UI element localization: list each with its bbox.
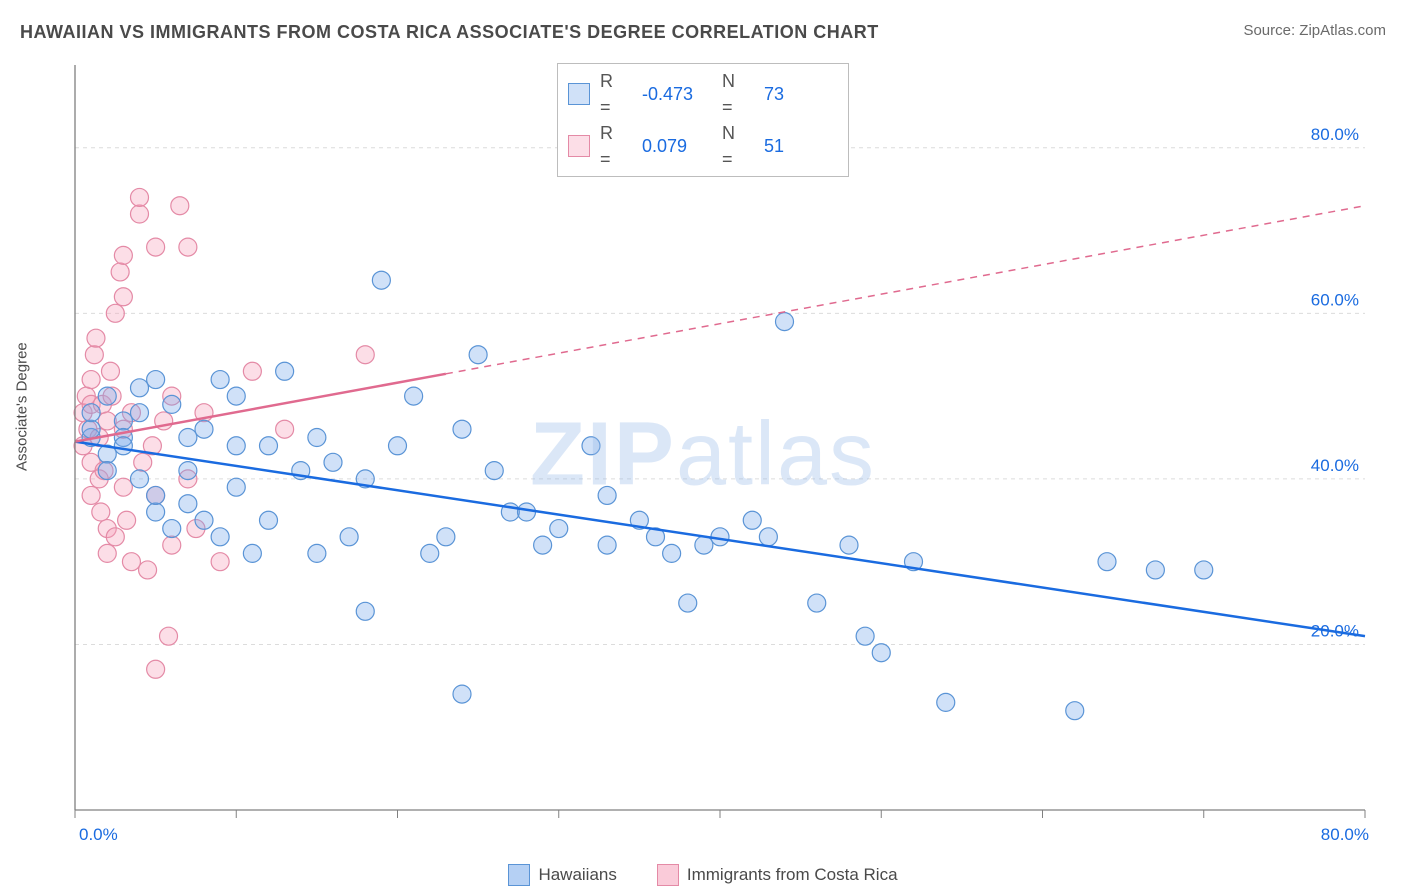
svg-text:40.0%: 40.0%	[1311, 456, 1359, 475]
bottom-legend-item: Immigrants from Costa Rica	[657, 864, 898, 886]
source-label: Source: ZipAtlas.com	[1243, 22, 1386, 39]
legend-swatch	[657, 864, 679, 886]
n-label: N =	[722, 68, 750, 120]
n-value: 51	[760, 133, 834, 159]
bottom-legend: Hawaiians Immigrants from Costa Rica	[0, 864, 1406, 886]
r-value: 0.079	[638, 133, 712, 159]
bottom-legend-item: Hawaiians	[508, 864, 616, 886]
legend-label: Immigrants from Costa Rica	[687, 865, 898, 885]
legend-swatch	[568, 83, 590, 105]
y-axis-label: Associate's Degree	[14, 342, 31, 471]
legend-swatch	[508, 864, 530, 886]
r-label: R =	[600, 68, 628, 120]
n-value: 73	[760, 81, 834, 107]
svg-text:0.0%: 0.0%	[79, 825, 118, 844]
chart-container: Associate's Degree ZIPatlas 20.0%40.0%60…	[20, 60, 1386, 882]
legend-swatch	[568, 135, 590, 157]
svg-text:80.0%: 80.0%	[1321, 825, 1369, 844]
svg-text:80.0%: 80.0%	[1311, 125, 1359, 144]
stats-legend-row: R = -0.473 N = 73	[568, 68, 834, 120]
stats-legend-row: R = 0.079 N = 51	[568, 120, 834, 172]
legend-label: Hawaiians	[538, 865, 616, 885]
svg-text:60.0%: 60.0%	[1311, 290, 1359, 309]
stats-legend: R = -0.473 N = 73 R = 0.079 N = 51	[557, 63, 849, 177]
r-label: R =	[600, 120, 628, 172]
r-value: -0.473	[638, 81, 712, 107]
scatter-chart: 20.0%40.0%60.0%80.0%0.0%80.0%	[20, 60, 1386, 855]
n-label: N =	[722, 120, 750, 172]
chart-title: HAWAIIAN VS IMMIGRANTS FROM COSTA RICA A…	[20, 22, 879, 43]
